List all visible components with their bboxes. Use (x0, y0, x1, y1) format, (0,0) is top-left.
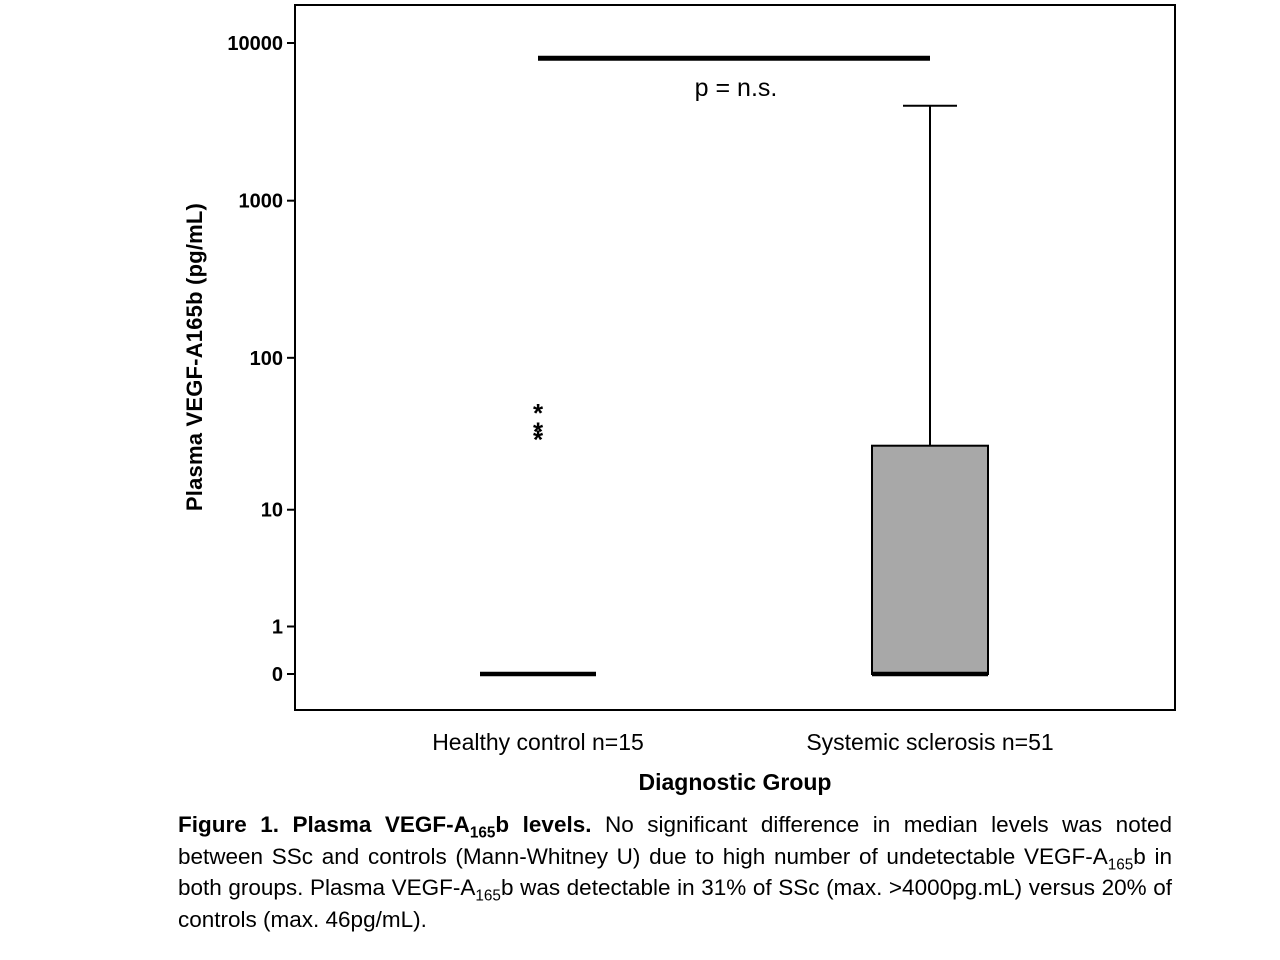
y-tick-label: 1 (272, 617, 283, 639)
y-tick-label: 10000 (227, 33, 283, 55)
plot-frame (294, 4, 1176, 711)
outlier-asterisk: * (533, 425, 544, 455)
x-axis-title: Diagnostic Group (638, 769, 832, 795)
caption-bold-text: 165 (469, 824, 496, 842)
caption-bold-text: b levels. (495, 812, 605, 837)
caption-text: b was detectable in 31% of SSc (max. >40… (178, 875, 1172, 932)
y-axis-title: Plasma VEGF-A165b (pg/mL) (182, 202, 207, 512)
caption-text: 165 (1107, 856, 1134, 873)
y-tick-label: 0 (272, 664, 283, 686)
y-tick-label: 100 (250, 348, 283, 370)
x-category-label: Healthy control n=15 (432, 729, 644, 755)
outlier-asterisk: * (533, 398, 544, 428)
caption-bold-text: Figure 1. Plasma VEGF-A (178, 812, 470, 837)
box-group-1 (871, 444, 989, 675)
caption-text: b in both groups. Plasma VEGF-A (178, 843, 1172, 901)
y-tick-label: 1000 (239, 191, 284, 213)
significance-label: p = n.s. (694, 74, 778, 102)
y-tick-label: 10 (261, 500, 283, 522)
outlier-asterisk: * (533, 416, 544, 446)
x-category-label: Systemic sclerosis n=51 (806, 729, 1054, 755)
caption-text: No significant difference in median leve… (178, 812, 1172, 869)
caption-text: 165 (475, 887, 501, 905)
figure-caption: Figure 1. Plasma VEGF-A165b levels. No s… (178, 809, 1172, 935)
